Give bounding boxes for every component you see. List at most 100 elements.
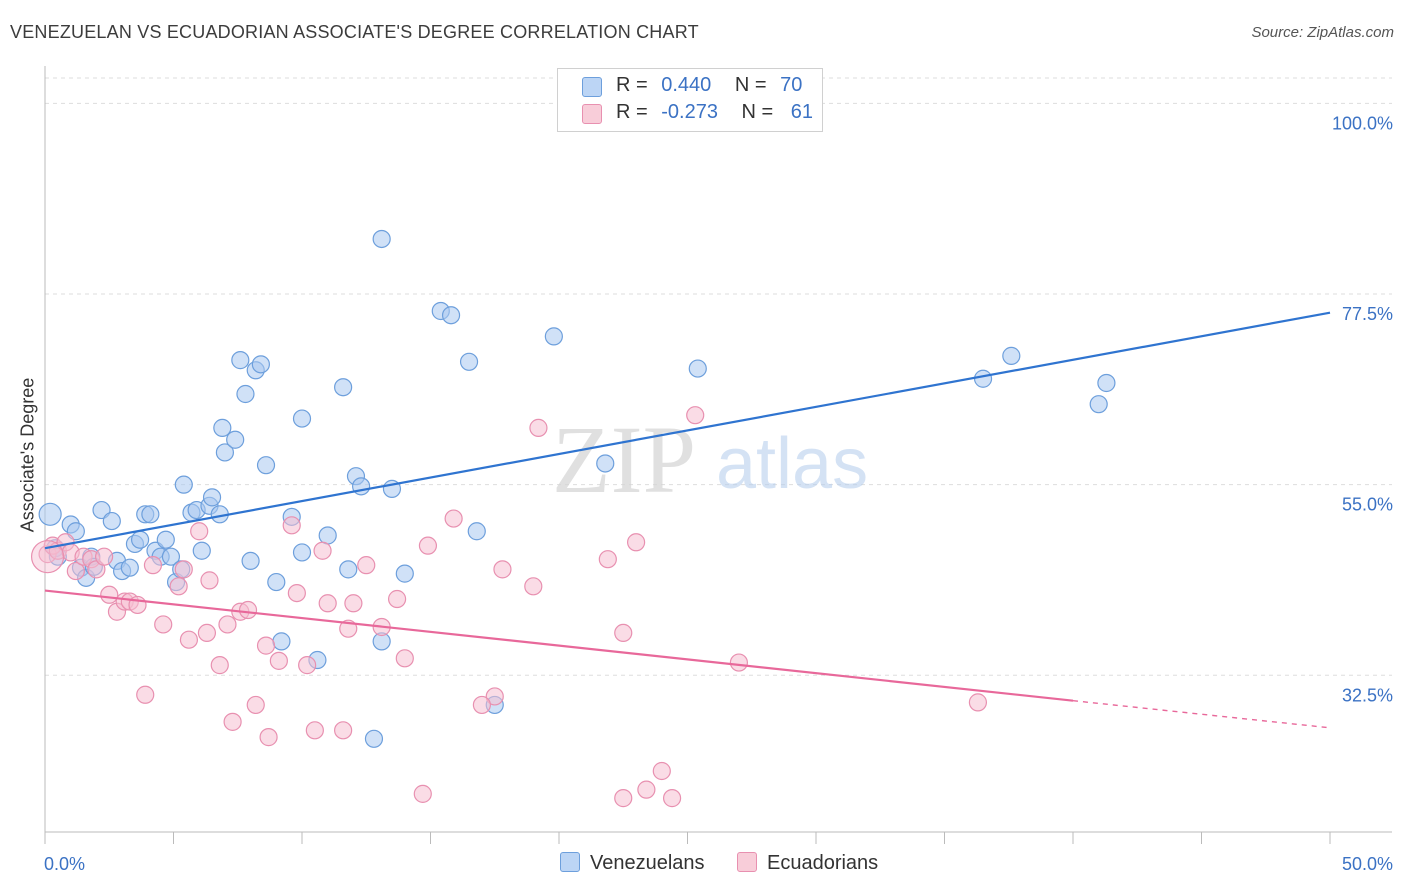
grid-lines xyxy=(45,77,1392,676)
point-venezuelan xyxy=(141,505,160,524)
point-ecuadorian xyxy=(662,789,682,808)
point-ecuadorian xyxy=(269,651,288,670)
point-ecuadorian xyxy=(418,536,438,555)
r-label: R = xyxy=(616,101,648,123)
point-venezuelan xyxy=(213,418,232,437)
point-ecuadorian xyxy=(472,695,491,715)
point-venezuelan xyxy=(192,541,211,560)
point-ecuadorian xyxy=(246,695,265,715)
point-ecuadorian xyxy=(305,721,324,740)
point-venezuelan xyxy=(339,560,358,579)
point-ecuadorian xyxy=(95,547,114,566)
point-ecuadorian xyxy=(154,615,173,634)
legend-label-venezuelans: Venezuelans xyxy=(590,852,705,874)
point-ecuadorian xyxy=(344,594,363,613)
point-ecuadorian xyxy=(223,712,242,731)
y-tick-label: 32.5% xyxy=(1342,685,1393,705)
point-ecuadorian xyxy=(238,600,258,620)
point-venezuelan xyxy=(318,526,337,545)
point-venezuelan xyxy=(231,351,250,370)
chart-title: VENEZUELAN VS ECUADORIAN ASSOCIATE'S DEG… xyxy=(10,22,699,42)
x-tick-label: 0.0% xyxy=(44,854,85,874)
n-label: N = xyxy=(734,74,767,96)
point-venezuelan xyxy=(1002,346,1021,365)
point-ecuadorian xyxy=(190,522,209,541)
point-ecuadorian xyxy=(614,789,633,808)
point-venezuelan xyxy=(292,409,312,428)
watermark: ZIP atlas xyxy=(552,406,868,513)
tick-labels: 32.5% 55.0% 77.5% 100.0% 0.0% 50.0% xyxy=(44,113,1393,874)
point-venezuelan xyxy=(38,502,62,526)
point-venezuelan xyxy=(120,558,139,577)
point-ecuadorian xyxy=(686,406,705,425)
point-venezuelan xyxy=(256,456,276,475)
trend-lines xyxy=(44,311,1331,729)
point-venezuelan xyxy=(364,729,384,748)
point-ecuadorian xyxy=(210,656,229,675)
point-venezuelan xyxy=(973,369,993,388)
n-value: 70 xyxy=(780,74,803,96)
point-ecuadorian xyxy=(529,418,548,437)
legend-swatch-blue xyxy=(560,852,580,872)
r-value: -0.273 xyxy=(661,101,718,123)
point-venezuelan xyxy=(130,530,150,549)
r-label: R = xyxy=(616,74,648,96)
n-label: N = xyxy=(741,101,774,123)
legend-swatch-pink xyxy=(582,104,602,124)
point-venezuelan xyxy=(459,352,479,371)
point-ecuadorian xyxy=(282,516,301,535)
point-ecuadorian xyxy=(66,561,85,581)
point-ecuadorian xyxy=(287,583,306,603)
point-ecuadorian xyxy=(334,721,353,740)
point-ecuadorian xyxy=(179,630,199,649)
point-venezuelan xyxy=(226,430,245,449)
watermark-atlas: atlas xyxy=(716,424,868,504)
legend-item-venezuelans: Venezuelans xyxy=(560,852,705,875)
source-label: Source: ZipAtlas.com xyxy=(1251,24,1394,41)
r-value: 0.440 xyxy=(661,74,712,96)
y-tick-label: 77.5% xyxy=(1342,304,1393,324)
legend-label-ecuadorians: Ecuadorians xyxy=(767,852,879,874)
point-ecuadorian xyxy=(169,577,188,596)
trend-line-venezuelans xyxy=(44,311,1331,550)
trend-line-ecuadorians xyxy=(44,589,1074,702)
point-venezuelan xyxy=(102,511,121,531)
point-ecuadorian xyxy=(444,509,463,528)
point-venezuelan xyxy=(215,443,234,462)
point-ecuadorian xyxy=(143,556,163,575)
point-ecuadorian xyxy=(652,761,671,781)
point-venezuelan xyxy=(292,543,312,562)
point-ecuadorian xyxy=(637,780,656,799)
point-ecuadorian xyxy=(100,585,119,604)
point-venezuelan xyxy=(395,564,414,583)
point-ecuadorian xyxy=(387,589,407,609)
point-venezuelan xyxy=(241,551,260,570)
point-venezuelan xyxy=(688,359,707,378)
point-venezuelan xyxy=(202,488,222,507)
point-venezuelan xyxy=(596,454,615,473)
point-venezuelan xyxy=(334,378,353,397)
point-ecuadorian xyxy=(413,784,432,803)
point-ecuadorian xyxy=(256,636,276,655)
point-ecuadorian xyxy=(313,541,332,560)
point-venezuelan xyxy=(441,306,461,325)
watermark-zip: ZIP xyxy=(552,406,696,513)
legend-swatch-pink xyxy=(737,852,757,872)
point-ecuadorian xyxy=(614,623,633,643)
scatter-points xyxy=(30,229,1116,808)
x-tick-label: 50.0% xyxy=(1342,854,1393,874)
point-ecuadorian xyxy=(259,728,278,747)
point-ecuadorian xyxy=(968,693,988,712)
point-venezuelan xyxy=(544,327,563,346)
point-venezuelan xyxy=(174,475,193,494)
point-venezuelan xyxy=(272,632,291,651)
point-ecuadorian xyxy=(729,653,749,672)
point-venezuelan xyxy=(236,384,255,404)
axes xyxy=(44,66,1392,844)
point-venezuelan xyxy=(1089,395,1108,414)
point-venezuelan xyxy=(156,530,175,549)
point-ecuadorian xyxy=(598,550,617,569)
legend-item-ecuadorians: Ecuadorians xyxy=(737,852,878,875)
point-ecuadorian xyxy=(30,540,65,574)
